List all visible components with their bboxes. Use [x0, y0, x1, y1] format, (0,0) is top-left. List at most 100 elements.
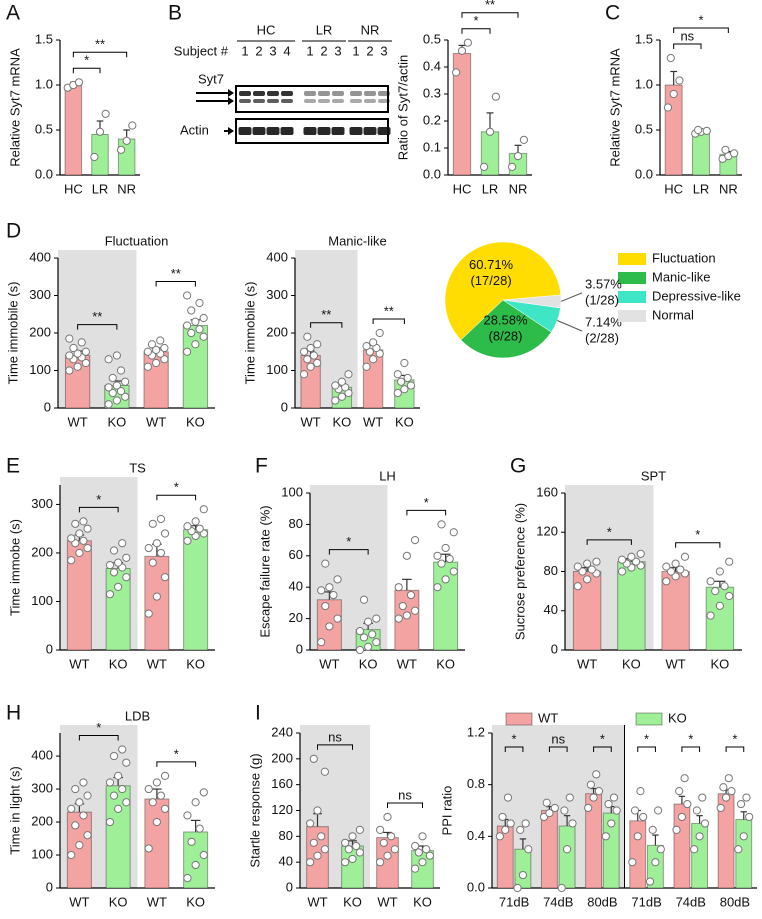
data-point: [675, 76, 684, 85]
bar: [664, 84, 683, 176]
x-tick-label: HC: [453, 181, 472, 196]
data-point: [191, 517, 200, 526]
panel-letter: C: [605, 2, 620, 25]
panel-letter: I: [255, 702, 261, 725]
band: [239, 91, 251, 96]
data-point: [400, 385, 409, 394]
data-point: [578, 567, 587, 576]
data-point: [122, 553, 131, 562]
bar: [514, 848, 532, 889]
data-point: [411, 841, 420, 851]
data-point: [609, 793, 619, 802]
blot-group: NR: [361, 22, 380, 37]
x-tick-label: KO: [186, 414, 205, 429]
data-point: [706, 577, 715, 586]
data-point: [114, 582, 123, 592]
data-point: [491, 92, 501, 101]
x-tick-label: KO: [109, 894, 128, 909]
y-axis-label: Time immobe (s): [7, 519, 22, 616]
data-point: [583, 559, 592, 568]
data-point: [418, 858, 427, 867]
lane-number: 2: [320, 43, 327, 58]
x-tick-label: NR: [117, 181, 136, 196]
data-point: [627, 552, 636, 561]
band: [253, 99, 265, 103]
data-point: [148, 558, 157, 567]
legend-swatch: [618, 272, 646, 284]
data-point: [383, 812, 392, 822]
data-point: [562, 845, 572, 854]
y-tick-label: 160: [271, 776, 293, 791]
legend-label: Fluctuation: [652, 250, 716, 265]
y-tick-label: 160: [536, 484, 558, 499]
lane-number: 1: [306, 43, 313, 58]
data-point: [317, 832, 326, 841]
data-point: [144, 844, 153, 853]
data-point: [306, 343, 315, 353]
data-point: [321, 559, 330, 568]
data-point: [160, 573, 170, 582]
significance-label: *: [512, 731, 517, 746]
panel-letter: H: [6, 702, 21, 725]
data-point: [83, 543, 92, 553]
data-point: [411, 864, 420, 873]
band: [239, 99, 251, 103]
data-point: [666, 53, 675, 63]
data-point: [348, 854, 357, 864]
data-point: [122, 758, 131, 767]
data-point: [333, 575, 342, 584]
y-tick-label: 300: [266, 287, 288, 302]
data-point: [521, 819, 530, 828]
significance-bracket: [78, 734, 119, 741]
data-point: [118, 745, 127, 754]
data-point: [669, 89, 678, 99]
y-tick-label: 0.4: [467, 828, 485, 843]
data-point: [396, 377, 406, 386]
data-point: [199, 788, 208, 797]
y-tick-label: 1.0: [635, 76, 653, 91]
x-tick-label: KO: [436, 656, 455, 671]
bar: [183, 529, 209, 651]
data-point: [628, 858, 637, 867]
data-point: [309, 838, 318, 847]
data-point: [152, 592, 161, 601]
data-point: [633, 832, 642, 841]
data-point: [506, 819, 515, 828]
significance-bracket: [548, 746, 568, 752]
data-point: [160, 529, 170, 538]
data-point: [109, 751, 119, 761]
x-tick-label: 71dB: [631, 894, 661, 909]
data-point: [406, 590, 416, 600]
data-point: [518, 870, 528, 880]
data-point: [199, 332, 208, 341]
data-point: [387, 832, 396, 841]
bar: [144, 555, 170, 651]
y-axis-label: Escape failure rate (%): [257, 505, 272, 637]
data-point: [372, 614, 381, 623]
data-point: [195, 298, 204, 308]
significance-label: **: [321, 307, 331, 322]
band: [332, 99, 344, 103]
y-tick-label: 200: [31, 813, 53, 828]
data-point: [67, 534, 76, 543]
data-point: [680, 774, 689, 783]
data-point: [73, 349, 82, 358]
y-tick-label: 300: [31, 781, 53, 796]
data-point: [320, 767, 329, 776]
bar: [144, 798, 170, 889]
data-point: [645, 877, 655, 886]
data-point: [639, 812, 648, 822]
y-tick-label: 0.5: [635, 121, 653, 136]
data-point: [716, 803, 725, 813]
data-point: [183, 536, 192, 545]
data-point: [376, 858, 385, 867]
data-point: [160, 343, 169, 353]
y-tick-label: 0: [296, 641, 303, 656]
data-point: [445, 554, 454, 564]
pie-slice: [444, 241, 562, 341]
chart-title: Manic-like: [328, 233, 387, 248]
x-tick-label: KO: [186, 656, 205, 671]
data-point: [67, 556, 76, 565]
y-tick-label: 400: [29, 249, 51, 264]
band: [332, 91, 344, 96]
